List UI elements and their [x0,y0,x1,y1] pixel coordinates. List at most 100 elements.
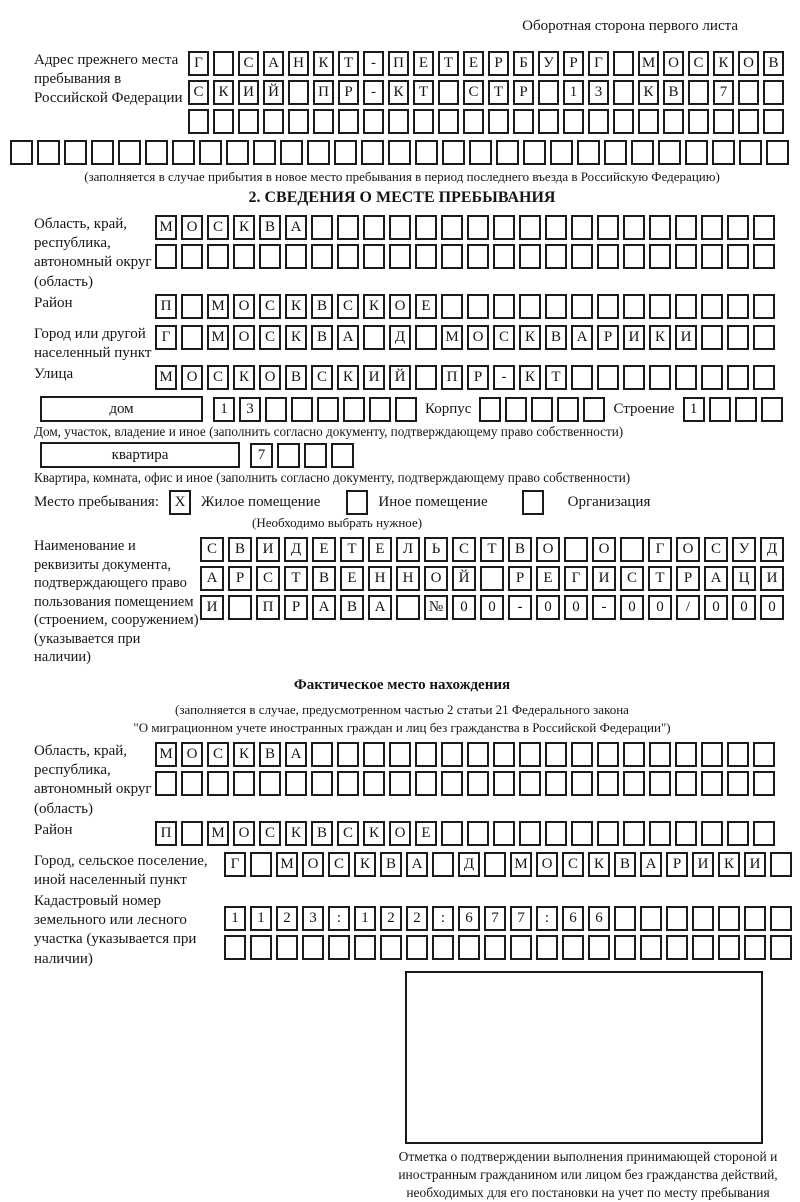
char-cell[interactable] [571,244,593,269]
char-cell[interactable]: Б [513,51,534,76]
char-cell[interactable] [649,215,671,240]
char-cell[interactable] [739,140,762,165]
char-cell[interactable] [727,293,749,319]
char-cell[interactable]: В [312,566,336,592]
char-cell[interactable]: К [285,293,307,319]
char-cell[interactable] [181,244,203,269]
char-cell[interactable]: О [536,537,560,563]
char-cell[interactable]: О [536,851,558,877]
char-cell[interactable] [354,935,376,961]
char-cell[interactable] [311,741,333,767]
char-cell[interactable]: С [493,324,515,350]
char-cell[interactable] [727,365,749,391]
char-cell[interactable]: П [313,80,334,105]
char-cell[interactable] [467,741,489,767]
char-cell[interactable] [538,80,559,105]
char-cell[interactable] [597,770,619,796]
char-cell[interactable] [663,109,684,134]
char-cell[interactable]: М [155,741,177,767]
char-cell[interactable] [727,741,749,767]
char-cell[interactable] [550,140,573,165]
char-cell[interactable]: О [467,324,489,350]
char-cell[interactable]: С [463,80,484,105]
char-cell[interactable]: С [188,80,209,105]
char-cell[interactable]: Н [368,566,392,592]
char-cell[interactable]: О [389,820,411,846]
char-cell[interactable] [531,396,554,422]
char-cell[interactable] [519,244,541,269]
char-cell[interactable] [685,140,708,165]
char-cell[interactable] [388,140,411,165]
char-cell[interactable] [155,244,177,269]
char-cell[interactable] [577,140,600,165]
char-cell[interactable] [396,595,420,621]
char-cell[interactable] [441,741,463,767]
char-cell[interactable]: К [285,820,307,846]
char-cell[interactable] [488,109,509,134]
char-cell[interactable]: О [233,324,255,350]
char-cell[interactable] [432,935,454,961]
char-cell[interactable]: О [738,51,759,76]
char-cell[interactable]: 0 [760,595,784,621]
char-cell[interactable] [718,906,740,932]
char-cell[interactable] [623,741,645,767]
char-cell[interactable]: В [380,851,402,877]
char-cell[interactable]: 7 [250,442,273,468]
char-cell[interactable]: М [207,820,229,846]
char-cell[interactable] [361,140,384,165]
char-cell[interactable]: К [638,80,659,105]
char-cell[interactable] [631,140,654,165]
char-cell[interactable]: 1 [682,396,705,422]
char-cell[interactable]: Е [312,537,336,563]
char-cell[interactable] [363,770,385,796]
char-cell[interactable]: И [692,851,714,877]
char-cell[interactable]: Е [415,293,437,319]
char-cell[interactable]: 7 [484,906,506,932]
char-cell[interactable]: 3 [239,396,261,422]
char-cell[interactable] [701,244,723,269]
char-cell[interactable] [513,109,534,134]
char-cell[interactable]: В [311,820,333,846]
char-cell[interactable] [763,109,784,134]
char-cell[interactable]: 0 [452,595,476,621]
char-cell[interactable] [675,770,697,796]
char-cell[interactable] [311,244,333,269]
char-cell[interactable]: 0 [704,595,728,621]
char-cell[interactable]: Й [263,80,284,105]
char-cell[interactable] [363,741,385,767]
char-cell[interactable] [338,109,359,134]
char-cell[interactable] [649,741,671,767]
char-cell[interactable]: В [340,595,364,621]
char-cell[interactable] [118,140,141,165]
char-cell[interactable] [280,140,303,165]
char-cell[interactable] [493,820,515,846]
char-cell[interactable]: 1 [250,906,272,932]
char-cell[interactable] [493,293,515,319]
char-cell[interactable]: Р [467,365,489,391]
char-cell[interactable] [563,109,584,134]
char-cell[interactable]: Р [488,51,509,76]
char-cell[interactable]: О [424,566,448,592]
char-cell[interactable]: Д [389,324,411,350]
char-cell[interactable] [613,109,634,134]
char-cell[interactable] [649,365,671,391]
char-cell[interactable]: С [207,741,229,767]
char-cell[interactable]: С [207,215,229,240]
char-cell[interactable] [181,770,203,796]
char-cell[interactable]: С [704,537,728,563]
char-cell[interactable] [363,244,385,269]
char-cell[interactable] [493,741,515,767]
char-cell[interactable] [415,140,438,165]
char-cell[interactable]: Д [458,851,480,877]
char-cell[interactable] [620,537,644,563]
char-cell[interactable]: К [285,324,307,350]
char-cell[interactable] [313,109,334,134]
char-cell[interactable]: - [363,80,384,105]
char-cell[interactable] [708,396,731,422]
char-cell[interactable]: В [311,324,333,350]
char-cell[interactable]: А [285,741,307,767]
char-cell[interactable] [441,293,463,319]
char-cell[interactable]: О [233,293,255,319]
char-cell[interactable] [510,935,532,961]
char-cell[interactable] [623,293,645,319]
